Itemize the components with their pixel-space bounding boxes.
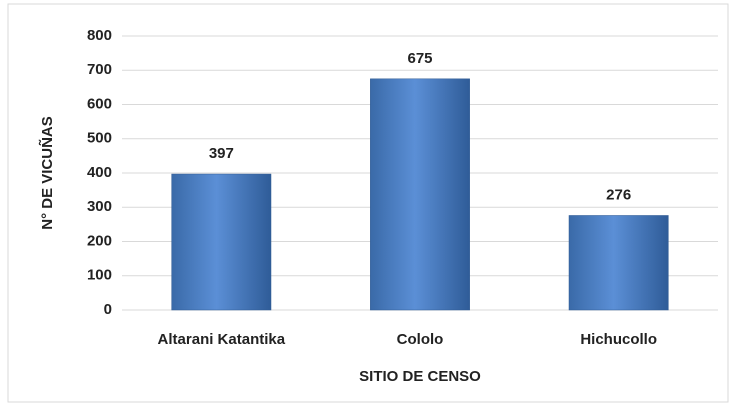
y-tick-label: 400 bbox=[87, 164, 112, 181]
y-tick-label: 800 bbox=[87, 27, 112, 44]
data-label: 397 bbox=[209, 145, 234, 162]
x-tick-label: Hichucollo bbox=[580, 331, 657, 348]
x-tick-label: Cololo bbox=[397, 331, 444, 348]
y-tick-label: 500 bbox=[87, 130, 112, 147]
bar bbox=[171, 173, 272, 311]
y-tick-label: 300 bbox=[87, 198, 112, 215]
y-axis-title: N° DE VICUÑAS bbox=[38, 116, 56, 230]
x-tick-label: Altarani Katantika bbox=[158, 331, 286, 348]
bar bbox=[370, 78, 470, 311]
data-label: 276 bbox=[606, 186, 631, 203]
data-label: 675 bbox=[407, 50, 432, 67]
y-tick-label: 200 bbox=[87, 232, 112, 249]
y-tick-label: 0 bbox=[104, 301, 112, 318]
y-tick-label: 100 bbox=[87, 267, 112, 284]
bar bbox=[568, 215, 669, 311]
chart-frame bbox=[7, 3, 729, 403]
x-axis-title: SITIO DE CENSO bbox=[359, 368, 481, 385]
y-tick-label: 700 bbox=[87, 61, 112, 78]
y-tick-label: 600 bbox=[87, 95, 112, 112]
